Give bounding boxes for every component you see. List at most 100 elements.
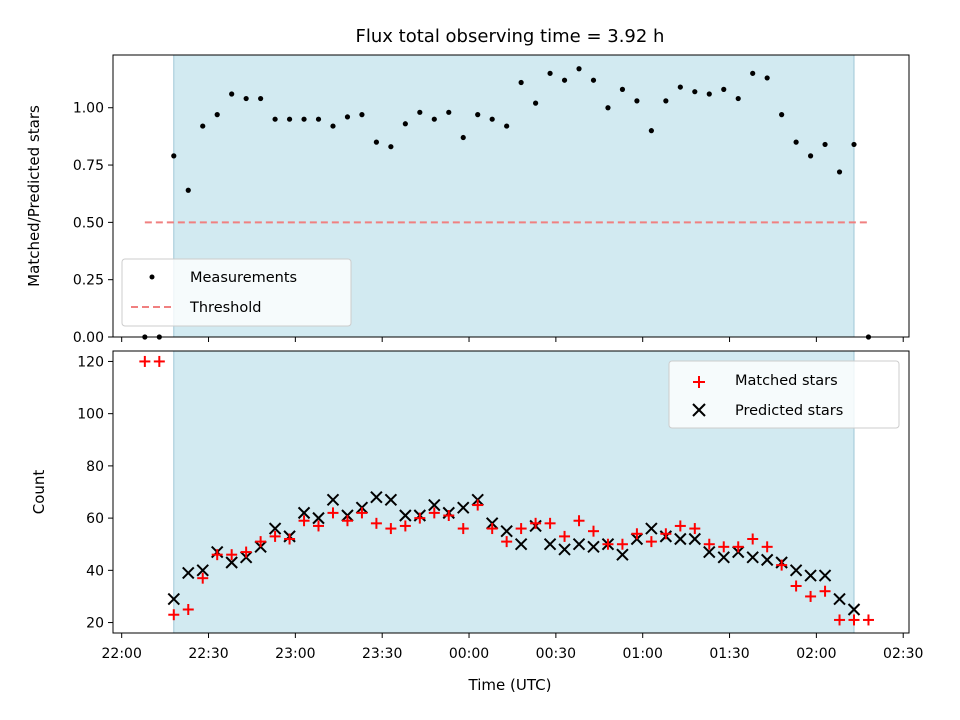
legend-measurements-label: Measurements bbox=[190, 270, 297, 286]
matched-star-marker bbox=[559, 530, 571, 542]
predicted-star-marker bbox=[543, 538, 557, 551]
measurement-point bbox=[272, 116, 278, 122]
measurement-point bbox=[836, 169, 843, 175]
predicted-star-marker bbox=[500, 524, 513, 538]
predicted-star-marker bbox=[674, 532, 687, 546]
bottom-y-tick-layer: 20 40 60 80 100 120 bbox=[77, 354, 113, 632]
bottom-panel: 20 40 60 80 100 120 22:00 22:30 23:00 23:30 00:00… bbox=[30, 350, 923, 694]
measurement-point bbox=[793, 139, 799, 145]
matched-star-marker bbox=[501, 536, 513, 548]
measurement-point bbox=[504, 123, 510, 129]
top-plot-frame bbox=[112, 54, 910, 338]
measurement-point bbox=[750, 70, 756, 76]
matched-star-marker bbox=[747, 533, 759, 545]
matched-star-marker bbox=[515, 523, 527, 535]
predicted-star-marker bbox=[196, 564, 209, 577]
measurement-point bbox=[706, 91, 712, 97]
measurement-point bbox=[315, 116, 322, 122]
matched-star-marker bbox=[616, 538, 628, 550]
measurement-point bbox=[373, 139, 380, 145]
legend-measurements-marker bbox=[149, 274, 155, 280]
measurement-point bbox=[518, 79, 524, 86]
predicted-star-marker bbox=[833, 592, 846, 606]
measurement-point bbox=[214, 112, 220, 118]
matched-star-marker bbox=[602, 538, 614, 550]
matched-star-marker bbox=[414, 512, 426, 524]
predicted-star-marker bbox=[818, 569, 832, 582]
matched-star-marker bbox=[472, 499, 484, 511]
measurement-point bbox=[243, 95, 249, 102]
measurement-point bbox=[330, 123, 336, 129]
measurement-point bbox=[576, 66, 582, 72]
matched-star-marker bbox=[689, 523, 701, 535]
matched-star-marker bbox=[703, 538, 715, 550]
matched-star-marker bbox=[240, 546, 252, 558]
measurement-point bbox=[721, 86, 727, 92]
measurement-point bbox=[779, 112, 785, 118]
x-tick-label: 00:30 bbox=[536, 646, 576, 662]
matched-star-marker bbox=[819, 585, 831, 597]
y-tick-label: 120 bbox=[77, 354, 104, 370]
measurement-point bbox=[533, 100, 539, 106]
measurement-point bbox=[286, 116, 293, 122]
top-y-axis-label: Matched/Predicted stars bbox=[25, 105, 43, 287]
measurement-point bbox=[417, 109, 423, 115]
measurement-point bbox=[171, 153, 177, 159]
matched-star-marker bbox=[862, 614, 874, 626]
bottom-x-tick-layer: 22:00 22:30 23:00 23:30 00:00 00:30 01:00 01:30… bbox=[102, 633, 923, 662]
predicted-star-marker bbox=[384, 493, 398, 507]
top-panel: Flux total observing time = 3.92 h 0.000… bbox=[25, 26, 910, 346]
x-tick-label: 02:00 bbox=[796, 646, 836, 662]
x-tick-label: 01:00 bbox=[623, 646, 663, 662]
x-tick-label: 23:30 bbox=[362, 646, 402, 662]
bottom-plot-frame bbox=[112, 350, 910, 634]
predicted-star-marker bbox=[789, 564, 803, 577]
matched-star-marker bbox=[327, 507, 339, 519]
matched-star-marker bbox=[761, 541, 773, 553]
measurement-point bbox=[489, 116, 495, 122]
y-tick-label: 80 bbox=[86, 459, 104, 475]
measurement-point bbox=[648, 128, 654, 134]
predicted-star-marker bbox=[587, 540, 600, 554]
x-tick-label: 22:00 bbox=[102, 646, 142, 662]
bottom-legend: Matched stars Predicted stars bbox=[668, 360, 900, 429]
measurement-point bbox=[807, 153, 814, 159]
top-legend: Measurements Threshold bbox=[121, 258, 352, 327]
predicted-star-marker bbox=[558, 543, 571, 556]
measurement-point bbox=[547, 70, 553, 76]
matched-star-marker bbox=[718, 541, 730, 553]
matched-star-marker bbox=[848, 614, 860, 626]
x-tick-label: 02:30 bbox=[883, 646, 923, 662]
matched-star-marker bbox=[168, 609, 180, 621]
measurement-point bbox=[359, 112, 365, 118]
matched-star-marker bbox=[587, 525, 599, 537]
measurement-point bbox=[388, 144, 394, 150]
matched-star-marker bbox=[399, 520, 411, 532]
x-tick-label: 23:00 bbox=[275, 646, 315, 662]
predicted-star-marker bbox=[225, 556, 238, 569]
matched-star-marker bbox=[356, 507, 368, 519]
predicted-star-marker bbox=[457, 501, 470, 514]
x-tick-label: 01:30 bbox=[709, 646, 749, 662]
matched-star-marker bbox=[298, 515, 310, 527]
measurement-point bbox=[851, 141, 857, 148]
matched-star-marker bbox=[645, 536, 657, 548]
matched-star-marker bbox=[834, 614, 846, 626]
matched-star-marker bbox=[197, 572, 209, 584]
matched-star-marker bbox=[486, 523, 498, 535]
measurement-point bbox=[301, 116, 307, 122]
legend-matched-marker bbox=[693, 376, 705, 388]
predicted-star-marker bbox=[804, 569, 817, 582]
predicted-star-marker bbox=[268, 522, 282, 535]
measurement-point bbox=[431, 116, 437, 122]
matched-star-marker bbox=[226, 549, 238, 561]
measurement-point bbox=[258, 95, 264, 102]
y-tick-label: 20 bbox=[86, 616, 104, 632]
predicted-star-marker bbox=[746, 551, 759, 564]
measurement-point bbox=[200, 123, 206, 129]
x-axis-label: Time (UTC) bbox=[468, 676, 552, 694]
matched-star-marker bbox=[457, 523, 469, 535]
predicted-star-marker bbox=[760, 553, 774, 567]
measurement-point bbox=[402, 121, 408, 127]
